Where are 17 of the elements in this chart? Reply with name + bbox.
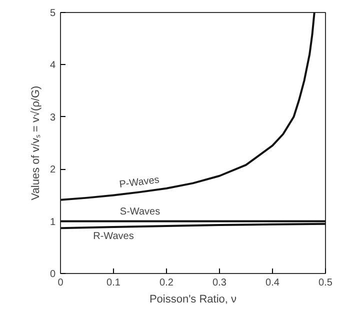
- y-tick-label: 5: [50, 8, 56, 19]
- x-tick-label: 0.3: [212, 278, 227, 288]
- y-axis-title: Values of v/vₛ = v√(ρ/G): [30, 86, 42, 200]
- text: P-Waves: [118, 174, 160, 190]
- y-tick-label: 0: [50, 269, 56, 280]
- series-label: S-Waves: [120, 206, 160, 218]
- x-tick-label: 0: [58, 278, 64, 288]
- y-tick-label: 4: [50, 60, 56, 72]
- x-tick-label: 0.5: [318, 278, 333, 288]
- y-tick-label: 1: [50, 216, 56, 228]
- x-tick-label: 0.1: [106, 278, 121, 288]
- y-tick-label: 3: [50, 112, 56, 124]
- x-axis-title: Poisson's Ratio, ν: [149, 294, 238, 306]
- series-label: R-Waves: [93, 231, 134, 242]
- x-tick-label: 0.4: [266, 278, 280, 288]
- x-tick-label: 0.2: [160, 278, 174, 288]
- y-tick-label: 2: [50, 164, 56, 176]
